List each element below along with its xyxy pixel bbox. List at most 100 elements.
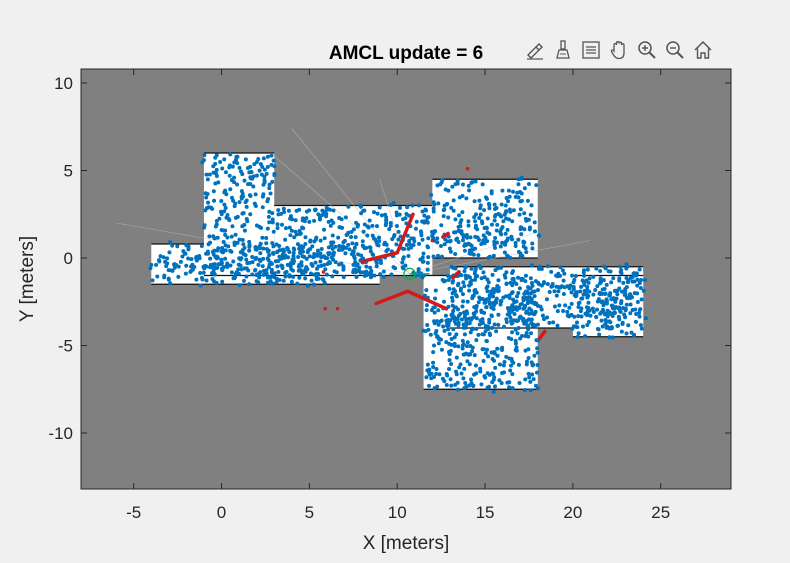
particle	[374, 261, 379, 266]
particle	[198, 270, 203, 275]
particle	[608, 311, 613, 316]
particle	[519, 334, 524, 339]
particle	[517, 212, 522, 217]
particle	[244, 204, 249, 209]
particle	[437, 372, 442, 377]
particle	[483, 329, 488, 334]
data-tips-button[interactable]	[578, 37, 604, 63]
particle	[233, 201, 238, 206]
pan-button[interactable]	[606, 37, 632, 63]
particle	[479, 276, 484, 281]
particle	[343, 215, 348, 220]
particle	[474, 371, 479, 376]
particle	[452, 305, 457, 310]
particle	[446, 215, 451, 220]
particle	[536, 266, 541, 271]
particle	[382, 240, 387, 245]
zoom-in-button[interactable]	[634, 37, 660, 63]
particle	[286, 208, 291, 213]
particle	[522, 387, 527, 392]
particle	[561, 308, 566, 313]
particle	[526, 217, 531, 222]
particle	[262, 178, 267, 183]
particle	[184, 263, 189, 268]
y-tick-label: -5	[58, 337, 73, 356]
particle	[496, 211, 501, 216]
particle	[221, 248, 226, 253]
particle	[253, 192, 258, 197]
particle	[466, 274, 471, 279]
particle	[514, 299, 519, 304]
particle	[561, 291, 566, 296]
particle	[443, 237, 448, 242]
particle	[452, 335, 457, 340]
particle	[294, 208, 299, 213]
particle	[265, 226, 270, 231]
particle	[505, 312, 510, 317]
particle	[315, 248, 320, 253]
particle	[297, 228, 302, 233]
particle	[260, 205, 265, 210]
restore-view-button[interactable]	[690, 37, 716, 63]
particle	[413, 226, 418, 231]
particle	[482, 208, 487, 213]
particle	[274, 280, 279, 285]
brush-data-button[interactable]	[522, 37, 548, 63]
particle	[320, 208, 325, 213]
particle	[317, 215, 322, 220]
particle	[519, 278, 524, 283]
particle	[408, 243, 413, 248]
particle	[245, 261, 250, 266]
particle	[274, 242, 279, 247]
zoom-out-button[interactable]	[662, 37, 688, 63]
particle	[252, 162, 257, 167]
particle	[433, 296, 438, 301]
particle	[545, 264, 550, 269]
particle	[513, 243, 518, 248]
particle	[510, 271, 515, 276]
particle	[465, 235, 470, 240]
particle	[544, 297, 549, 302]
particle	[323, 267, 328, 272]
particle	[248, 212, 253, 217]
particle	[314, 275, 319, 280]
particle	[571, 280, 576, 285]
particle	[396, 229, 401, 234]
particle	[324, 211, 329, 216]
particle	[523, 246, 528, 251]
particle	[424, 288, 429, 293]
particle	[518, 302, 523, 307]
particle	[526, 355, 531, 360]
particle	[390, 237, 395, 242]
particle	[533, 383, 538, 388]
particle	[289, 228, 294, 233]
particle	[261, 156, 266, 161]
particle	[228, 263, 233, 268]
particle	[275, 226, 280, 231]
particle	[347, 247, 352, 252]
particle	[451, 327, 456, 332]
particle	[357, 265, 362, 270]
particle	[639, 277, 644, 282]
particle	[240, 224, 245, 229]
particle	[438, 319, 443, 324]
particle	[519, 176, 524, 181]
particle	[414, 219, 419, 224]
particle	[365, 224, 370, 229]
brush-clear-button[interactable]	[550, 37, 576, 63]
particle	[369, 274, 374, 279]
particle	[242, 228, 247, 233]
particle	[582, 288, 587, 293]
particle	[427, 372, 432, 377]
particle	[478, 369, 483, 374]
particle	[273, 259, 278, 264]
particle	[614, 296, 619, 301]
particle	[629, 330, 634, 335]
particle	[375, 211, 380, 216]
particle	[516, 237, 521, 242]
particle	[223, 188, 228, 193]
particle	[434, 329, 439, 334]
particle	[459, 317, 464, 322]
particle	[486, 384, 491, 389]
particle	[388, 203, 393, 208]
